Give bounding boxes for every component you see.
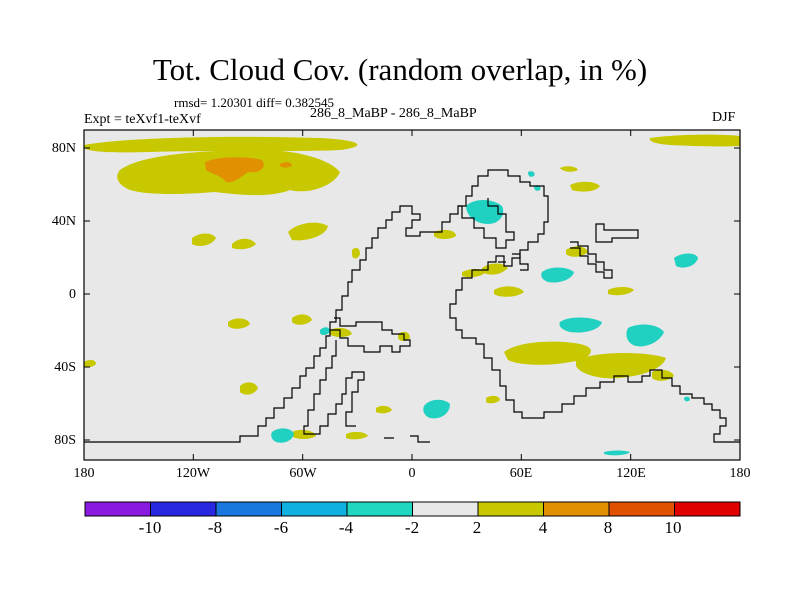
colorbar-swatch (215, 501, 282, 517)
coast-eurasia-africa (428, 169, 740, 443)
coast-antarctic-peninsula (384, 435, 430, 443)
colorbar-swatch (477, 501, 544, 517)
coast-americas (84, 205, 428, 443)
anomaly-patch-africa-n (494, 286, 524, 297)
anomaly-patch-asia-cyan (528, 171, 535, 177)
coast-south-asia (498, 253, 529, 271)
lat-tick-label: 40S (54, 360, 76, 375)
lat-tick-label: 40N (51, 214, 76, 229)
lat-tick-label: 80N (51, 141, 76, 156)
anomaly-patch-pacific-w (608, 287, 634, 296)
anomaly-patch-china (566, 246, 588, 257)
axis-ticks (83, 130, 741, 460)
anomaly-patch-siberia-b (560, 166, 578, 172)
period-subtitle: 286_8_MaBP - 286_8_MaBP (310, 106, 477, 121)
lon-tick-label: 120E (616, 466, 646, 481)
anomaly-patch-indian-cyan (559, 317, 602, 333)
anomaly-patch-asia-n-cyan (534, 185, 541, 191)
anomaly-patch-pacific-sw (84, 359, 96, 368)
colorbar-label: 10 (664, 518, 682, 537)
anomaly-patch-pacific-n1 (192, 233, 216, 246)
anomaly-patch-med (462, 269, 486, 278)
colorbar-swatch (412, 501, 479, 517)
coast-south-america (330, 317, 411, 353)
colorbar-swatch (150, 501, 217, 517)
colorbar-swatch (281, 501, 348, 517)
anomaly-patch-southern-1 (486, 395, 500, 404)
lon-tick-label: 0 (408, 466, 416, 481)
anomaly-patch-indian-2 (576, 353, 666, 379)
anomaly-patch-pacific-e-cyan (320, 327, 330, 335)
anomaly-patch-pacific-n3 (288, 222, 328, 241)
anomaly-patch-central-asia-cyan (541, 267, 574, 283)
anomaly-patch-indian-1 (504, 341, 591, 365)
experiment-label: Expt = teXvf1-teXvf (84, 112, 201, 127)
anomaly-patch-pacific-s2 (292, 314, 312, 325)
anomaly-patch-arctic-east (649, 134, 740, 147)
anomaly-patch-southern-2 (376, 405, 392, 414)
anomaly-patch-pacific-cyan (626, 324, 664, 347)
anomaly-patch-pacific-nw-cyan (674, 253, 698, 268)
coastlines (84, 169, 740, 443)
coast-europe-inner (458, 198, 515, 249)
season-label: DJF (712, 110, 736, 125)
anomaly-patch-arctic-orange-1 (205, 157, 264, 183)
anomaly-patches (84, 134, 740, 456)
lon-tick-label: 120W (175, 466, 211, 481)
lon-tick-label: 60E (509, 466, 533, 481)
rmsd-diff-stats: rmsd= 1.20301 diff= 0.382545 (174, 95, 334, 110)
colorbar-label: 8 (603, 518, 613, 537)
anomaly-patch-america-e (352, 247, 360, 259)
lon-tick-label: 180 (73, 466, 95, 481)
coast-south-america-tip (303, 340, 365, 435)
colorbar-label: -4 (338, 518, 354, 537)
anomaly-patch-pacific-n2 (232, 238, 256, 250)
anomaly-patch-siberia-a (570, 181, 600, 192)
anomaly-patch-pacific-s1 (228, 318, 250, 329)
colorbar-label: -6 (273, 518, 289, 537)
colorbar-label: -8 (207, 518, 223, 537)
lat-tick-label: 80S (54, 433, 76, 448)
anomaly-patch-arctic-orange-2 (280, 162, 292, 168)
anomaly-patch-antarctic-cyan (271, 428, 294, 443)
lon-tick-label: 60W (289, 466, 317, 481)
colorbar (84, 501, 741, 517)
anomaly-patch-pacific-e2-cyan (684, 396, 690, 402)
coast-asia-east (570, 223, 639, 279)
colorbar-label: 2 (472, 518, 482, 537)
lon-tick-label: 180 (729, 466, 751, 481)
lat-tick-label: 0 (69, 287, 76, 302)
anomaly-patch-pacific-se (240, 382, 258, 395)
chart-title: Tot. Cloud Cov. (random overlap, in %) (152, 52, 648, 87)
colorbar-swatch (608, 501, 675, 517)
colorbar-label: -10 (138, 518, 162, 537)
anomaly-patch-antarctic-1 (346, 431, 368, 440)
anomaly-patch-arctic-strip (84, 136, 358, 153)
colorbar-label: -2 (404, 518, 420, 537)
colorbar-label: 4 (538, 518, 548, 537)
colorbar-swatch (346, 501, 413, 517)
colorbar-swatch (674, 501, 741, 517)
anomaly-patch-antarctic-bottom-cyan (604, 450, 630, 456)
colorbar-swatch (84, 501, 151, 517)
colorbar-swatch (543, 501, 610, 517)
anomaly-patch-southern-cyan (423, 399, 450, 419)
